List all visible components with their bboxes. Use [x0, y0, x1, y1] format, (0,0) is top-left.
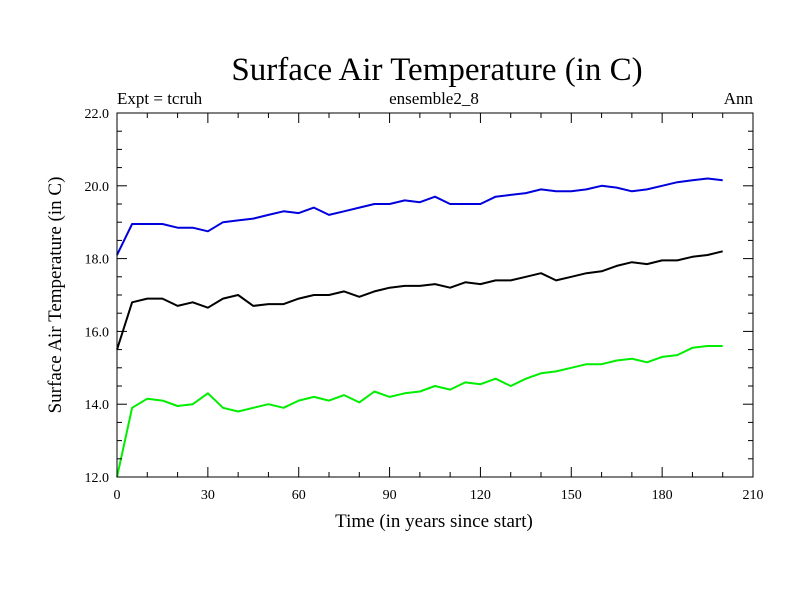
- x-tick-label: 180: [652, 488, 673, 503]
- x-tick-label: 60: [292, 488, 306, 503]
- y-axis-label: Surface Air Temperature (in C): [45, 177, 66, 414]
- x-axis-label: Time (in years since start): [335, 511, 533, 532]
- x-tick-label: 210: [743, 488, 764, 503]
- y-tick-label: 22.0: [85, 107, 110, 122]
- plot-frame: [116, 112, 754, 478]
- x-tick-label: 0: [114, 488, 121, 503]
- y-tick-label: 18.0: [85, 253, 110, 268]
- y-tick-label: 16.0: [85, 325, 110, 340]
- series-line-blue: [116, 177, 723, 256]
- ensemble-label: ensemble2_8: [389, 89, 479, 108]
- experiment-label: Expt = tcruh: [117, 89, 203, 108]
- season-label: Ann: [724, 89, 754, 108]
- series-line-black: [116, 250, 723, 350]
- y-tick-label: 20.0: [85, 180, 110, 195]
- x-tick-label: 150: [561, 488, 582, 503]
- tick-layer: 0 30 60 90 120 150 180 210 12.0 14.0 16.0 18.0 20.0 2…: [85, 107, 764, 503]
- y-tick-label: 12.0: [85, 471, 110, 486]
- x-tick-label: 30: [201, 488, 215, 503]
- x-tick-label: 120: [470, 488, 491, 503]
- x-tick-label: 90: [383, 488, 397, 503]
- chart-title: Surface Air Temperature (in C): [231, 52, 642, 88]
- y-tick-label: 14.0: [85, 398, 110, 413]
- series-layer: [116, 177, 723, 478]
- series-line-green: [116, 345, 723, 478]
